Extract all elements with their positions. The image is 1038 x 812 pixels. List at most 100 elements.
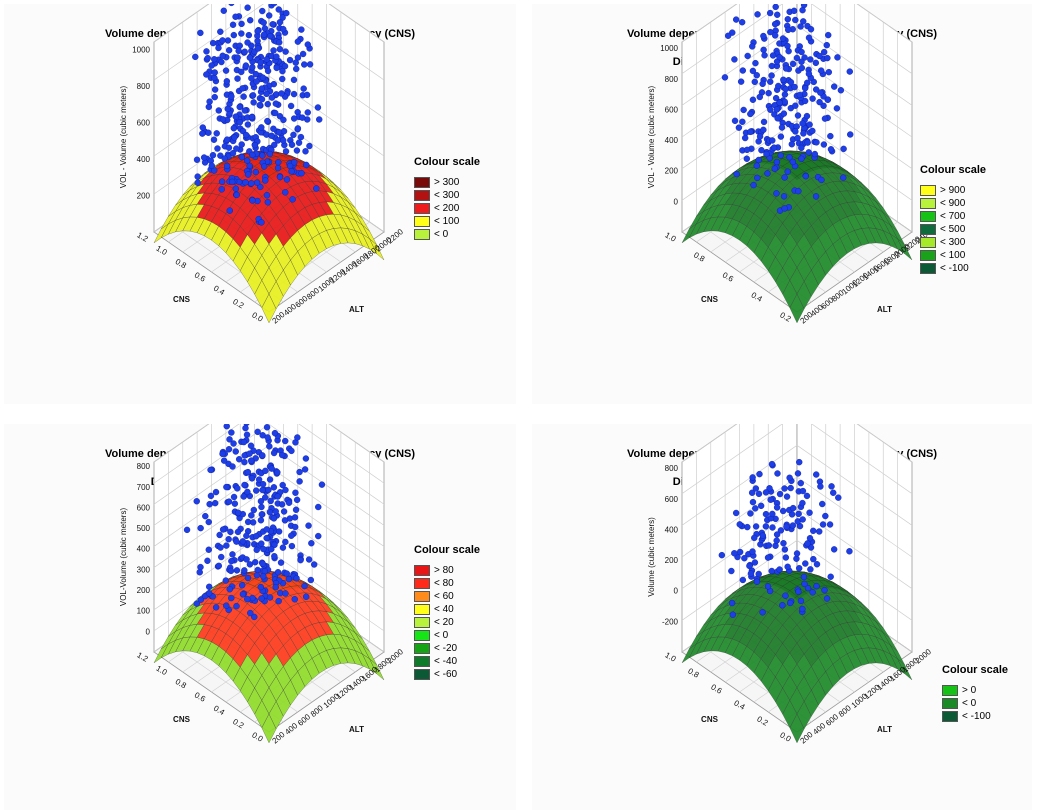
scatter-point [240, 438, 248, 446]
scatter-point [236, 103, 243, 111]
scatter-point [218, 58, 225, 66]
scatter-point [215, 562, 223, 570]
scatter-point [302, 593, 310, 600]
scatter-point [809, 127, 816, 135]
scatter-point [223, 78, 231, 85]
legend-item: < 700 [920, 210, 986, 223]
scatter-point [306, 61, 314, 68]
scatter-point [785, 47, 792, 55]
legend-item: > 0 [942, 684, 1008, 697]
z-tick-label: 200 [665, 556, 679, 565]
scatter-point [750, 181, 757, 189]
z-tick-label: 1000 [132, 45, 150, 54]
scatter-point [275, 528, 283, 535]
surface-plot: 020040060080010000.20.40.60.81.020040060… [647, 4, 933, 326]
scatter-point [246, 54, 254, 61]
scatter-point [225, 446, 233, 453]
legend-item: < 0 [942, 697, 1008, 710]
cns-tick-label: 0.8 [174, 677, 189, 691]
scatter-point [797, 23, 804, 30]
cns-tick-label: 0.2 [755, 714, 770, 728]
legend-swatch [920, 224, 936, 235]
scatter-point [793, 54, 801, 62]
scatter-point [223, 136, 231, 143]
scatter-point [784, 15, 792, 23]
legend-title: Colour scale [942, 664, 1009, 676]
scatter-point [306, 142, 313, 150]
scatter-point [215, 44, 222, 52]
scatter-point [271, 141, 278, 149]
scatter-point [289, 196, 296, 203]
scatter-point [239, 538, 247, 545]
legend-swatch [920, 198, 936, 209]
scatter-point [266, 443, 273, 450]
scatter-point [813, 582, 820, 590]
scatter-point [789, 504, 797, 512]
scatter-point [786, 154, 793, 161]
scatter-point [263, 424, 271, 431]
scatter-point [777, 527, 785, 534]
scatter-point [298, 170, 305, 177]
scatter-point [816, 98, 823, 106]
scatter-point [763, 150, 770, 158]
legend-label: < -40 [434, 656, 458, 667]
scatter-point [259, 152, 266, 159]
scatter-point [264, 434, 271, 441]
scatter-point [296, 478, 303, 485]
scatter-point [788, 141, 796, 148]
scatter-point [300, 85, 307, 92]
scatter-point [291, 596, 298, 603]
scatter-point [816, 528, 823, 535]
scatter-point [194, 179, 201, 186]
scatter-point [234, 528, 242, 536]
legend-item: < 0 [414, 629, 480, 642]
scatter-point [830, 83, 838, 90]
scatter-point [790, 7, 798, 15]
scatter-point [217, 28, 224, 35]
scatter-point [801, 580, 808, 588]
scatter-point [208, 62, 215, 69]
surface-mesh [153, 570, 385, 744]
scatter-point [747, 570, 755, 577]
scatter-point [278, 90, 285, 97]
colour-scale-legend: Colour scale > 80 < 80 < 60 < 40 < 20 < 0 < -20… [414, 544, 480, 681]
scatter-point [804, 139, 811, 146]
scatter-point [779, 602, 786, 609]
scatter-point [810, 555, 817, 563]
legend-item: < -20 [414, 642, 480, 655]
scatter-point [238, 68, 245, 76]
scatter-point [263, 90, 270, 98]
scatter-point [228, 557, 235, 565]
scatter-point [243, 532, 250, 540]
scatter-point [806, 121, 813, 128]
scatter-point [238, 153, 246, 161]
scatter-point [315, 532, 322, 540]
scatter-point [258, 219, 265, 226]
scatter-point [275, 6, 282, 13]
z-tick-label: 700 [137, 483, 151, 492]
scatter-point [225, 144, 233, 151]
scatter-point [749, 67, 757, 75]
scatter-point [226, 586, 233, 593]
legend-swatch [414, 190, 430, 201]
scatter-point [224, 105, 231, 113]
scatter-point [205, 590, 213, 597]
cns-tick-label: 0.4 [732, 698, 747, 712]
scatter-point [768, 72, 775, 79]
scatter-point [270, 125, 277, 132]
scatter-point [270, 449, 278, 457]
scatter-point [233, 538, 240, 545]
legend-swatch [920, 185, 936, 196]
scatter-point [824, 96, 832, 103]
scatter-point [207, 492, 215, 500]
scatter-point [766, 9, 774, 17]
scatter-point [223, 602, 230, 609]
scatter-point [258, 503, 265, 511]
scatter-point [741, 555, 748, 562]
scatter-point [827, 573, 834, 580]
legend-swatch [414, 669, 430, 680]
scatter-point [781, 485, 788, 492]
scatter-point [732, 509, 740, 517]
scatter-point [809, 589, 816, 596]
scatter-point [798, 58, 805, 65]
